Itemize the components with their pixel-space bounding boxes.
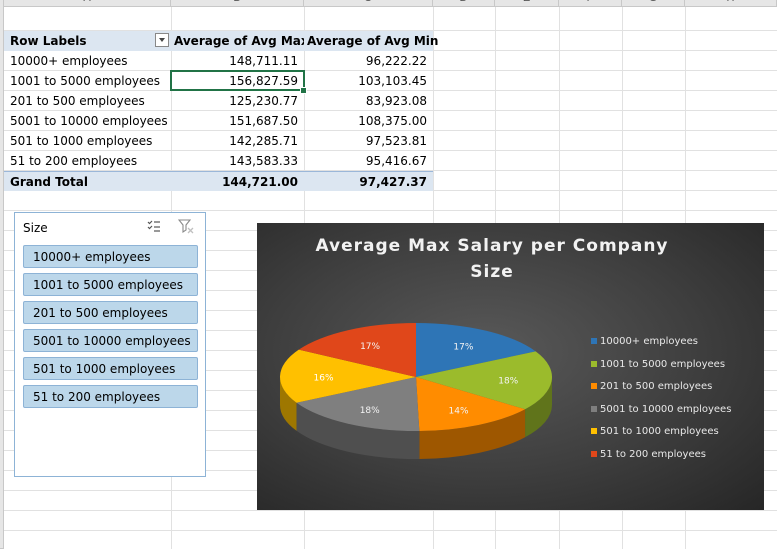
pivot-row-avg-min[interactable]: 97,523.81 <box>365 134 427 148</box>
pie-data-label: 18% <box>360 406 380 416</box>
slicer-item[interactable]: 10000+ employees <box>23 245 198 268</box>
legend-swatch <box>591 405 597 412</box>
pivot-grand-total-label[interactable]: Grand Total <box>4 171 171 191</box>
pivot-row-label[interactable]: 201 to 500 employees <box>10 94 145 108</box>
pie-slice-side <box>280 377 297 431</box>
pivot-row-label[interactable]: 10000+ employees <box>10 54 128 68</box>
pie-data-label: 14% <box>449 407 469 417</box>
slicer-item[interactable]: 501 to 1000 employees <box>23 357 198 380</box>
legend-item[interactable]: 1001 to 5000 employees <box>591 359 725 373</box>
slicer-item[interactable]: 1001 to 5000 employees <box>23 273 198 296</box>
column-header-e[interactable]: E <box>495 0 559 7</box>
legend-label: 10000+ employees <box>600 336 698 347</box>
pie-slice[interactable] <box>416 351 552 410</box>
slicer-item[interactable]: 201 to 500 employees <box>23 301 198 324</box>
multi-select-icon[interactable] <box>147 219 161 233</box>
slicer-title: Size <box>23 221 48 235</box>
pie-slice[interactable] <box>298 323 416 377</box>
pivot-row-avg-max[interactable]: 142,285.71 <box>229 134 298 148</box>
slicer-item[interactable]: 5001 to 10000 employees <box>23 329 198 352</box>
pivot-row-avg-max[interactable]: 151,687.50 <box>229 114 298 128</box>
legend-item[interactable]: 501 to 1000 employees <box>591 426 719 440</box>
pivot-row-avg-min[interactable]: 83,923.08 <box>365 94 427 108</box>
column-header-c[interactable]: C <box>304 0 433 7</box>
pivot-row-avg-max[interactable]: 143,583.33 <box>229 154 298 168</box>
pivot-row-label[interactable]: 501 to 1000 employees <box>10 134 153 148</box>
column-header-g[interactable]: G <box>622 0 685 7</box>
pivot-row-label[interactable]: 5001 to 10000 employees <box>10 114 168 128</box>
column-header-d[interactable]: D <box>433 0 495 7</box>
pie-data-label: 16% <box>314 373 334 383</box>
pie-slice[interactable] <box>280 349 416 403</box>
column-header-a[interactable]: A <box>4 0 171 7</box>
legend-item[interactable]: 201 to 500 employees <box>591 381 712 395</box>
pie-slice-side <box>419 409 526 459</box>
pivot-row-avg-max[interactable]: 148,711.11 <box>229 54 298 68</box>
clear-filter-icon[interactable] <box>178 218 194 234</box>
pivot-row-label[interactable]: 1001 to 5000 employees <box>10 74 161 88</box>
size-slicer[interactable]: Size 10000+ employees 1001 to 5000 emplo… <box>14 212 206 477</box>
legend-item[interactable]: 10000+ employees <box>591 336 698 350</box>
active-cell-selection <box>170 70 305 91</box>
legend-label: 201 to 500 employees <box>600 381 713 392</box>
legend-swatch <box>591 450 597 457</box>
legend-item[interactable]: 51 to 200 employees <box>591 449 706 463</box>
pie-chart[interactable]: Average Max Salary per Company Size 17% 1… <box>257 223 764 510</box>
pie-data-label: 17% <box>360 342 380 352</box>
pivot-row-avg-min[interactable]: 95,416.67 <box>365 154 427 168</box>
legend-swatch <box>591 360 597 367</box>
pie-plot-area[interactable]: 17% 18% 14% 18% 16% 17% <box>257 303 557 503</box>
column-header-f[interactable]: F <box>559 0 622 7</box>
chart-title[interactable]: Average Max Salary per Company Size <box>315 236 669 282</box>
legend-label: 51 to 200 employees <box>600 448 706 460</box>
pivot-row-avg-max[interactable]: 156,827.59 <box>229 74 298 88</box>
legend-swatch <box>591 383 597 389</box>
pie-data-label: 18% <box>498 377 518 387</box>
pie-slice[interactable] <box>416 323 536 377</box>
pie-slice[interactable] <box>296 377 420 431</box>
pivot-grand-total-avg-max[interactable]: 144,721.00 <box>171 171 304 191</box>
legend-label: 5001 to 10000 employees <box>600 403 732 415</box>
legend-swatch <box>591 338 597 344</box>
pie-slice-side <box>296 402 420 459</box>
fill-handle[interactable] <box>300 87 307 94</box>
column-header-b[interactable]: B <box>171 0 304 7</box>
pivot-header-avg-max[interactable]: Average of Avg Max <box>171 31 309 51</box>
pie-slice-side <box>525 377 552 438</box>
pivot-row-avg-max[interactable]: 125,230.77 <box>229 94 298 108</box>
pie-slice[interactable] <box>416 377 526 431</box>
legend-item[interactable]: 5001 to 10000 employees <box>591 404 731 418</box>
pivot-row-label[interactable]: 51 to 200 employees <box>10 154 138 168</box>
legend-label: 1001 to 5000 employees <box>600 358 726 370</box>
column-header-h[interactable]: H <box>685 0 777 7</box>
pie-data-label: 17% <box>453 342 473 352</box>
pivot-row-avg-min[interactable]: 96,222.22 <box>365 54 427 68</box>
row-labels-filter-dropdown[interactable] <box>155 33 169 47</box>
pivot-row-avg-min[interactable]: 103,103.45 <box>358 74 427 88</box>
legend-label: 501 to 1000 employees <box>600 426 719 437</box>
slicer-item[interactable]: 51 to 200 employees <box>23 385 198 408</box>
pivot-header-avg-min[interactable]: Average of Avg Min <box>304 31 438 51</box>
pivot-grand-total-avg-min[interactable]: 97,427.37 <box>304 171 433 191</box>
pivot-row-avg-min[interactable]: 108,375.00 <box>358 114 427 128</box>
legend-swatch <box>591 428 597 434</box>
pivot-header-row-labels[interactable]: Row Labels <box>4 31 171 51</box>
